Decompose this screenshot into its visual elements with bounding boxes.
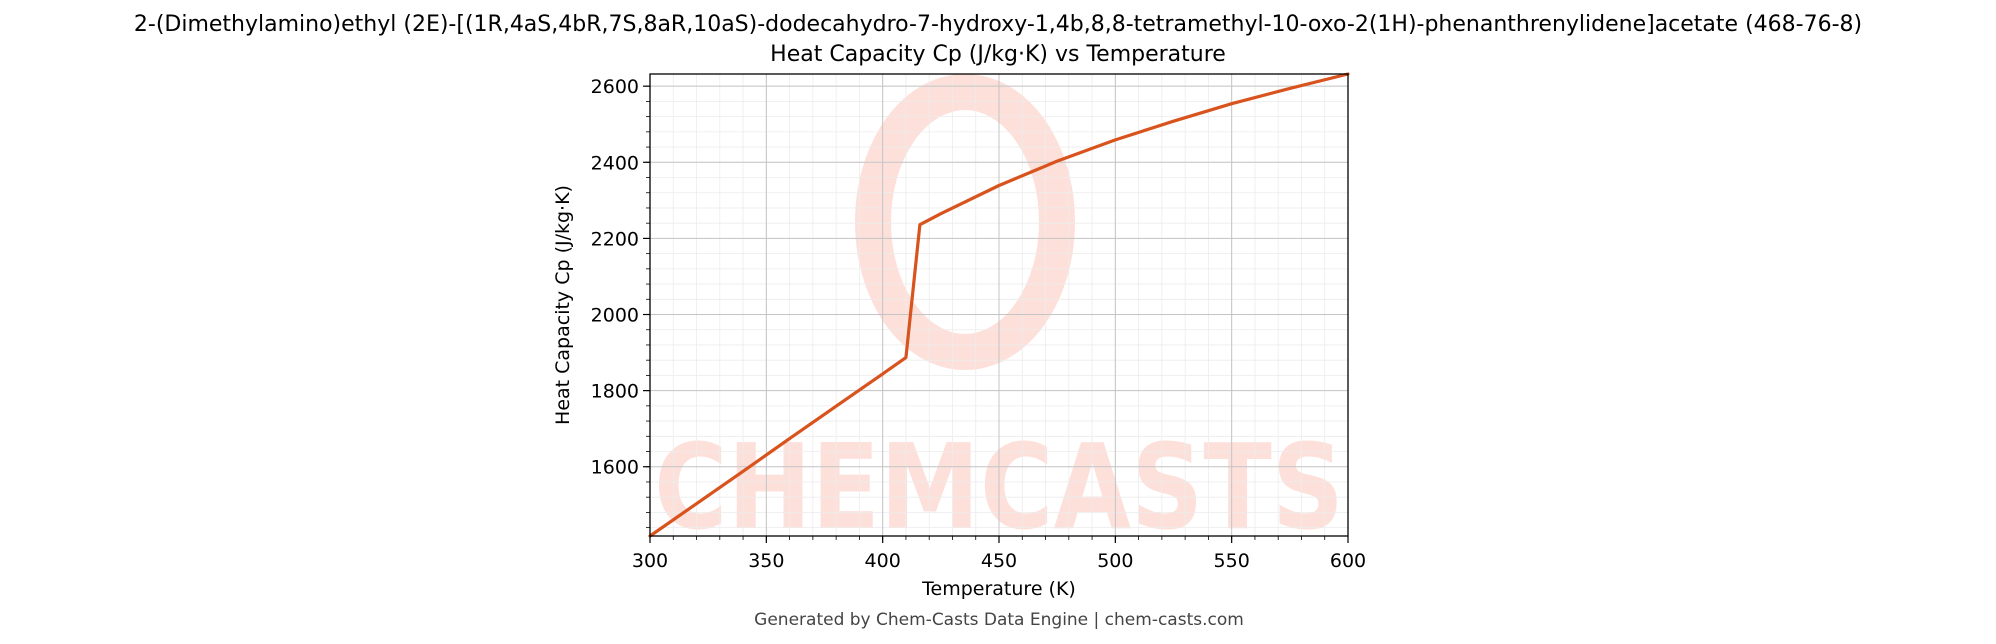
y-tick-label: 2200 <box>591 228 639 250</box>
x-tick-label: 300 <box>632 550 668 572</box>
series-line <box>648 72 1350 538</box>
y-axis-ticks: 1600 1800 2000 2200 2400 2600 <box>591 76 650 529</box>
chart-subtitle: Heat Capacity Cp (J/kg·K) vs Temperature <box>770 42 1226 67</box>
watermark-logo-ring <box>855 74 1075 370</box>
x-tick-label: 450 <box>981 550 1017 572</box>
y-tick-label: 2600 <box>591 76 639 98</box>
x-tick-label: 500 <box>1097 550 1133 572</box>
y-tick-label: 2400 <box>591 152 639 174</box>
series-layer <box>648 72 1350 538</box>
footer-credit: Generated by Chem-Casts Data Engine | ch… <box>754 610 1244 630</box>
chart-title: 2-(Dimethylamino)ethyl (2E)-[(1R,4aS,4bR… <box>134 12 1862 37</box>
x-tick-label: 350 <box>748 550 784 572</box>
x-tick-label: 400 <box>865 550 901 572</box>
x-tick-label: 600 <box>1330 550 1366 572</box>
x-axis-label: Temperature (K) <box>921 578 1076 600</box>
x-axis-ticks: 300 350 400 450 500 550 600 <box>632 536 1366 572</box>
plot-area: CHEMCASTS <box>648 72 1350 556</box>
y-axis-label: Heat Capacity Cp (J/kg·K) <box>552 185 574 425</box>
y-tick-label: 2000 <box>591 305 639 327</box>
titles: 2-(Dimethylamino)ethyl (2E)-[(1R,4aS,4bR… <box>134 12 1862 67</box>
y-tick-label: 1800 <box>591 381 639 403</box>
y-tick-label: 1600 <box>591 457 639 479</box>
x-tick-label: 550 <box>1214 550 1250 572</box>
